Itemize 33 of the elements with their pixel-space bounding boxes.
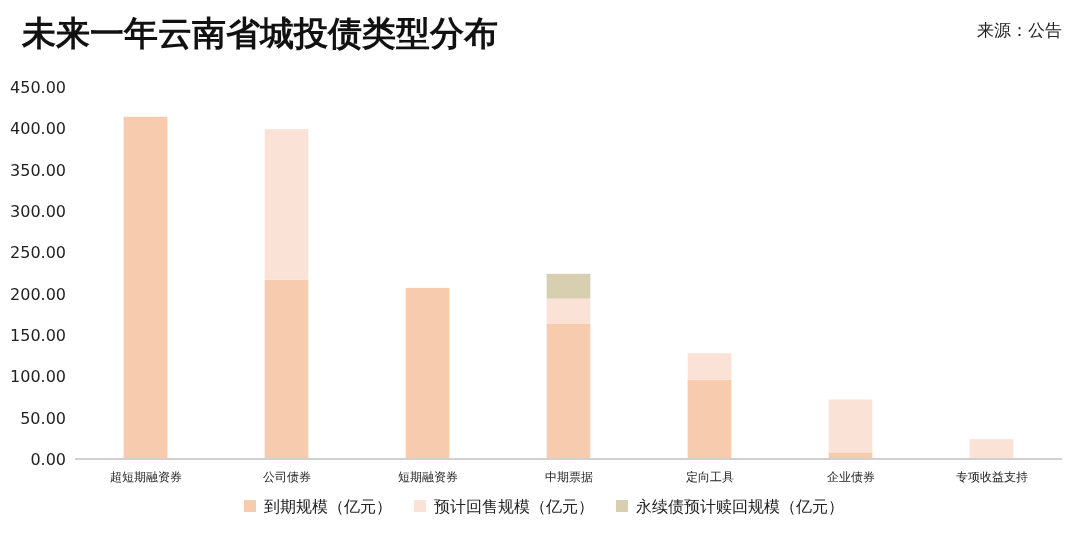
y-tick-label: 250.00 [10,243,66,263]
bar [687,353,732,380]
bar [687,379,732,459]
y-tick-label: 450.00 [10,78,66,97]
y-tick-label: 350.00 [10,160,66,180]
bar [264,279,309,459]
y-tick-label: 400.00 [10,119,66,139]
bar [123,116,168,459]
bar [969,439,1014,459]
chart-title: 未来一年云南省城投债类型分布 [21,13,498,53]
legend-label: 永续债预计赎回规模（亿元） [636,497,844,516]
bar [546,298,591,324]
bar [405,287,450,459]
legend-label: 预计回售规模（亿元） [434,497,594,516]
y-tick-label: 0.00 [30,450,66,469]
y-tick-label: 50.00 [20,408,66,428]
x-tick-label: 短期融资券 [397,470,458,484]
x-tick-label: 公司债券 [262,470,311,484]
y-tick-label: 100.00 [10,367,66,387]
x-tick-label: 超短期融资券 [109,470,182,484]
legend-label: 到期规模（亿元） [264,497,392,516]
bar [828,399,873,453]
bar [546,273,591,299]
source-note: 来源：公告 [977,20,1062,40]
bar [264,129,309,280]
y-tick-label: 150.00 [10,326,66,345]
bar [546,323,591,459]
x-tick-label: 企业债券 [826,470,875,484]
x-tick-label: 中期票据 [544,470,593,484]
y-tick-label: 300.00 [10,202,66,221]
x-tick-label: 专项收益支持 [955,470,1028,484]
x-tick-label: 定向工具 [685,470,734,484]
y-tick-label: 200.00 [10,284,66,304]
